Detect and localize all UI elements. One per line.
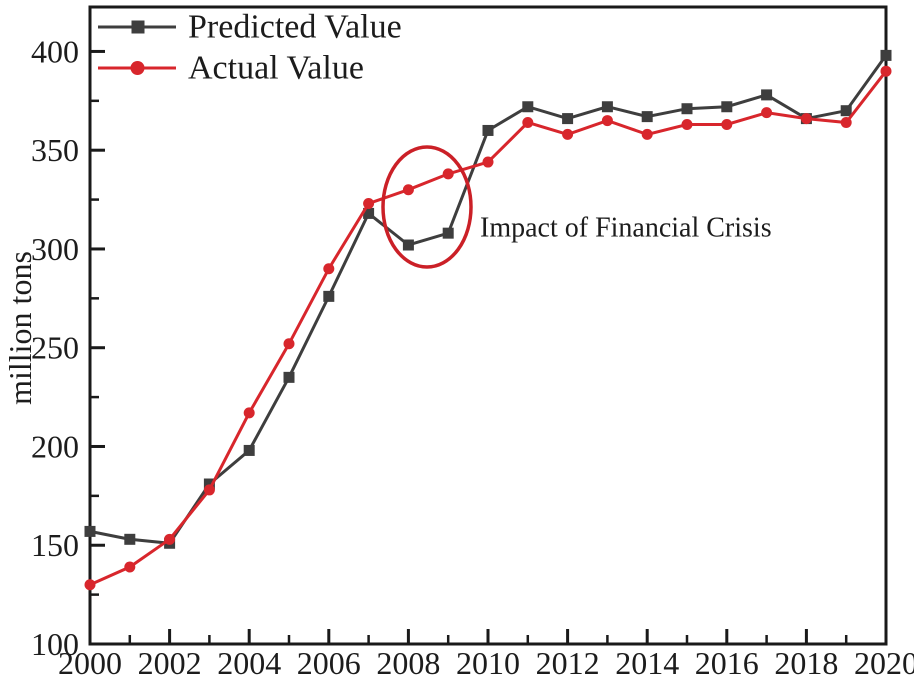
x-tick-label: 2004	[217, 645, 281, 680]
y-tick-label: 350	[31, 132, 79, 168]
predicted-marker	[681, 103, 693, 115]
predicted-marker	[323, 290, 335, 302]
actual-marker	[880, 65, 892, 77]
actual-marker	[482, 156, 494, 168]
x-tick-label: 2008	[376, 645, 440, 680]
predicted-marker	[203, 478, 215, 490]
y-tick-label: 300	[31, 231, 79, 267]
actual-marker	[243, 407, 255, 419]
predicted-marker	[562, 113, 574, 125]
actual-marker	[363, 198, 375, 210]
crisis-highlight-ellipse	[381, 145, 473, 269]
actual-marker	[840, 117, 852, 129]
annotation-financial-crisis: Impact of Financial Crisis	[480, 213, 772, 244]
actual-marker	[283, 338, 295, 350]
plot-box	[88, 5, 888, 646]
actual-marker	[601, 115, 613, 127]
legend-label-actual: Actual Value	[188, 50, 364, 87]
series-actual	[84, 65, 892, 591]
actual-marker	[164, 533, 176, 545]
actual-marker	[442, 168, 454, 180]
y-tick-label: 100	[31, 626, 79, 662]
predicted-marker	[243, 444, 255, 456]
actual-marker	[203, 484, 215, 496]
x-tick-label: 2010	[456, 645, 520, 680]
x-tick-label: 2016	[695, 645, 759, 680]
predicted-marker	[721, 101, 733, 113]
actual-marker	[522, 117, 534, 129]
predicted-marker	[402, 239, 414, 251]
actual-marker	[323, 263, 335, 275]
x-tick-label: 2018	[774, 645, 838, 680]
x-tick-label: 2012	[536, 645, 600, 680]
x-tick-label: 2006	[297, 645, 361, 680]
y-axis-title: million tons	[2, 251, 38, 405]
legend-label-predicted: Predicted Value	[188, 9, 402, 46]
y-tick-label: 150	[31, 527, 79, 563]
x-tick-label: 2000	[58, 645, 122, 680]
predicted-marker	[761, 89, 773, 101]
predicted-marker	[124, 533, 136, 545]
x-tick-label: 2002	[138, 645, 202, 680]
series-predicted	[84, 49, 892, 549]
predicted-marker	[482, 124, 494, 136]
predicted-marker	[522, 101, 534, 113]
actual-marker	[562, 128, 574, 140]
x-tick-label: 2014	[615, 645, 679, 680]
actual-marker	[84, 579, 96, 591]
actual-marker	[761, 107, 773, 119]
actual-marker	[800, 113, 812, 125]
legend: Predicted Value Actual Value	[98, 9, 402, 87]
predicted-marker	[601, 101, 613, 113]
predicted-marker	[283, 371, 295, 383]
actual-marker	[402, 184, 414, 196]
actual-marker	[681, 119, 693, 131]
legend-marker-predicted-square	[131, 20, 145, 34]
actual-marker	[721, 119, 733, 131]
x-tick-label: 2020	[854, 645, 914, 680]
predicted-marker	[641, 111, 653, 123]
predicted-marker	[363, 207, 375, 219]
axes-layer: 100 150 200 250 300 350 400 2000 2002 2004 2006 200…	[31, 5, 914, 680]
y-tick-label: 200	[31, 428, 79, 464]
predicted-marker	[442, 227, 454, 239]
predicted-marker	[880, 49, 892, 61]
actual-marker	[641, 128, 653, 140]
series-layer	[84, 49, 892, 591]
predicted-marker	[840, 105, 852, 117]
actual-marker	[124, 561, 136, 573]
y-tick-label: 250	[31, 330, 79, 366]
y-tick-label: 400	[31, 33, 79, 69]
legend-marker-actual-circle	[130, 61, 145, 75]
predicted-marker	[84, 525, 96, 537]
actual-line	[89, 70, 888, 587]
